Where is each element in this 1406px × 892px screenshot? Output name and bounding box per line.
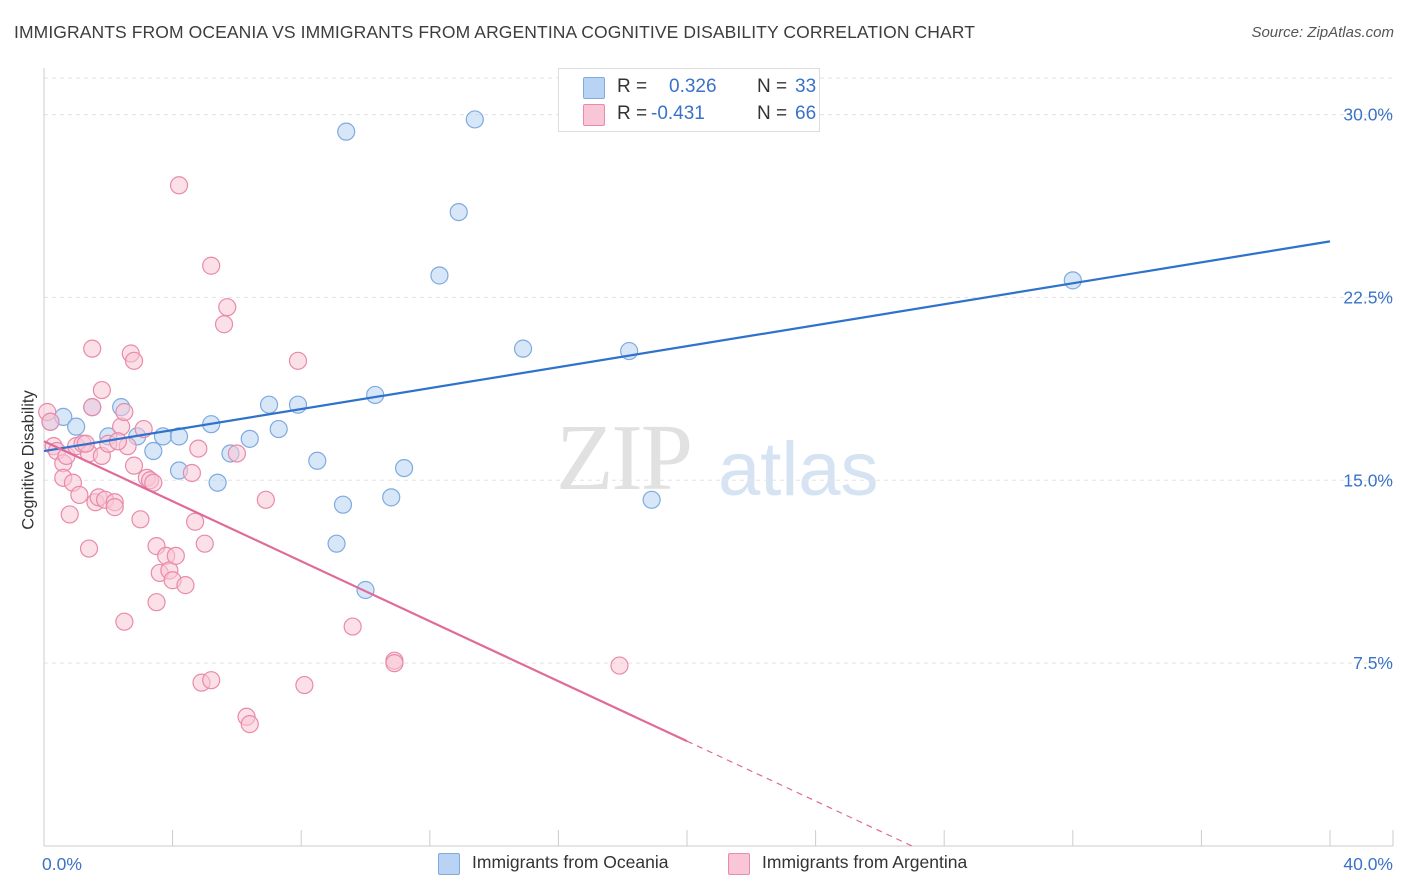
oceania-point — [67, 417, 86, 436]
argentina-point — [189, 439, 208, 458]
legend-swatch-argentina — [583, 104, 605, 126]
y-tick-label: 15.0% — [1343, 470, 1393, 490]
argentina-point — [124, 351, 144, 370]
bottom-legend-label-oceania: Immigrants from Oceania — [472, 852, 669, 872]
oceania-point — [208, 473, 227, 492]
argentina-point — [288, 351, 308, 370]
legend-n-label: N = — [757, 76, 788, 97]
bottom-legend-label-argentina: Immigrants from Argentina — [762, 852, 968, 872]
legend-r-value-oceania: 0.326 — [669, 76, 717, 97]
argentina-point — [227, 444, 246, 463]
legend-r-label: R = — [617, 76, 648, 97]
x-tick-label: 0.0% — [42, 854, 82, 874]
oceania-point — [642, 490, 661, 509]
oceania-point — [1063, 271, 1082, 290]
argentina-point — [105, 498, 124, 517]
argentina-point — [610, 656, 629, 675]
oceania-point — [513, 339, 533, 358]
watermark-atlas: atlas — [718, 427, 879, 512]
oceania-point — [240, 429, 259, 448]
argentina-trend-line — [43, 440, 688, 743]
bottom-legend-swatch-argentina — [728, 853, 750, 875]
argentina-point — [131, 510, 150, 529]
x-tick-label: 40.0% — [1343, 854, 1393, 874]
oceania-point — [356, 580, 375, 600]
oceania-point — [430, 266, 449, 285]
argentina-point — [182, 463, 201, 483]
oceania-point — [144, 441, 163, 461]
argentina-point — [115, 612, 134, 631]
argentina-point — [83, 398, 102, 417]
argentina-point — [385, 654, 404, 673]
argentina-trend-line-extension — [686, 740, 913, 847]
y-tick-label: 30.0% — [1343, 105, 1393, 125]
argentina-point — [79, 539, 99, 558]
legend-n-value-oceania: 33 — [795, 76, 817, 97]
oceania-point — [382, 488, 401, 507]
oceania-point — [333, 495, 353, 514]
argentina-point — [176, 576, 195, 595]
oceania-point — [449, 202, 468, 222]
argentina-point — [41, 412, 60, 431]
argentina-point — [195, 534, 214, 553]
argentina-point — [186, 512, 205, 531]
argentina-point — [60, 505, 79, 524]
argentina-point — [202, 671, 221, 690]
argentina-point — [124, 456, 144, 475]
oceania-point — [465, 110, 484, 129]
oceania-point — [327, 534, 346, 553]
source-label: Source: ZipAtlas.com — [1251, 24, 1394, 41]
bottom-legend-swatch-oceania — [438, 853, 460, 875]
oceania-point — [337, 122, 356, 141]
oceania-point — [308, 451, 327, 470]
legend-n-label: N = — [757, 103, 788, 124]
argentina-point — [240, 714, 259, 734]
argentina-point — [169, 176, 189, 195]
y-tick-label: 7.5% — [1353, 653, 1393, 673]
argentina-point — [214, 315, 234, 334]
argentina-point — [115, 402, 134, 422]
argentina-point — [295, 675, 314, 695]
argentina-point — [147, 593, 166, 612]
oceania-point — [269, 419, 288, 439]
correlation-legend: R = 0.326 N = 33 R = -0.431 N = 66 — [558, 68, 820, 132]
oceania-point — [394, 458, 414, 478]
argentina-point — [343, 617, 362, 636]
argentina-point — [92, 380, 111, 400]
argentina-point — [70, 485, 89, 505]
argentina-point — [108, 432, 128, 451]
argentina-point — [166, 546, 185, 565]
legend-n-value-argentina: 66 — [795, 103, 817, 124]
argentina-point — [218, 298, 237, 317]
legend-r-value-argentina: -0.431 — [651, 103, 705, 124]
argentina-point — [256, 490, 275, 509]
legend-r-label: R = — [617, 103, 648, 124]
y-tick-label: 22.5% — [1343, 287, 1393, 307]
oceania-trend-line — [43, 240, 1331, 453]
oceania-point — [259, 395, 279, 414]
watermark-zip: ZIP — [556, 406, 693, 510]
legend-swatch-oceania — [583, 77, 605, 99]
argentina-point — [83, 339, 102, 358]
argentina-point — [202, 256, 221, 275]
chart-title: IMMIGRANTS FROM OCEANIA VS IMMIGRANTS FR… — [14, 22, 976, 42]
